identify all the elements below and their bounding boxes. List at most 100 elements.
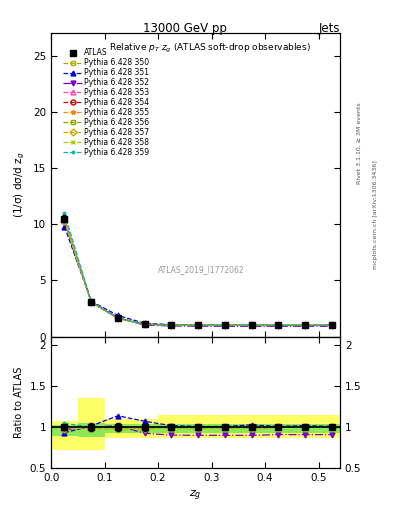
Line: Pythia 6.428 354: Pythia 6.428 354 [62,216,334,328]
Pythia 6.428 350 [276,322,281,328]
Pythia 6.428 358 [89,299,94,305]
Y-axis label: (1/σ) dσ/d z$_g$: (1/σ) dσ/d z$_g$ [13,152,28,218]
Text: mcplots.cern.ch [arXiv:1306.3436]: mcplots.cern.ch [arXiv:1306.3436] [373,161,378,269]
Line: Pythia 6.428 351: Pythia 6.428 351 [62,224,334,328]
Pythia 6.428 352 [222,323,227,329]
Y-axis label: Ratio to ATLAS: Ratio to ATLAS [14,367,24,438]
Pythia 6.428 356 [89,299,94,305]
Line: Pythia 6.428 353: Pythia 6.428 353 [62,219,334,328]
Pythia 6.428 357 [116,315,120,322]
Pythia 6.428 351 [303,322,308,328]
Pythia 6.428 352 [62,219,67,225]
Pythia 6.428 354 [276,322,281,328]
Pythia 6.428 354 [116,315,120,321]
Pythia 6.428 356 [116,315,120,322]
Pythia 6.428 350 [116,315,120,322]
Pythia 6.428 354 [196,322,200,328]
Pythia 6.428 351 [249,322,254,328]
Pythia 6.428 352 [142,322,147,328]
Text: 13000 GeV pp: 13000 GeV pp [143,22,227,34]
Pythia 6.428 358 [249,322,254,328]
Pythia 6.428 351 [222,322,227,328]
Pythia 6.428 357 [276,322,281,328]
Line: Pythia 6.428 350: Pythia 6.428 350 [62,216,334,328]
Pythia 6.428 353 [303,322,308,328]
Pythia 6.428 351 [142,321,147,327]
Pythia 6.428 356 [196,322,200,328]
Line: Pythia 6.428 352: Pythia 6.428 352 [62,220,334,329]
Pythia 6.428 358 [116,315,120,322]
Line: Pythia 6.428 355: Pythia 6.428 355 [62,217,334,328]
Pythia 6.428 355 [276,322,281,328]
Pythia 6.428 358 [196,322,200,328]
Pythia 6.428 354 [62,216,67,222]
Pythia 6.428 359 [222,322,227,328]
Pythia 6.428 353 [330,322,334,328]
Pythia 6.428 357 [142,322,147,328]
Pythia 6.428 352 [169,323,174,329]
Pythia 6.428 352 [276,323,281,329]
Pythia 6.428 355 [169,322,174,328]
Pythia 6.428 359 [196,322,200,328]
Pythia 6.428 357 [249,322,254,328]
Pythia 6.428 355 [249,322,254,328]
Pythia 6.428 358 [276,322,281,328]
Pythia 6.428 358 [62,217,67,223]
Pythia 6.428 359 [249,322,254,328]
Pythia 6.428 359 [169,322,174,328]
Pythia 6.428 355 [142,322,147,328]
Pythia 6.428 350 [169,322,174,328]
Pythia 6.428 351 [62,223,67,229]
Pythia 6.428 350 [303,322,308,328]
X-axis label: $z_g$: $z_g$ [189,489,202,503]
Pythia 6.428 353 [249,322,254,328]
Pythia 6.428 355 [222,322,227,328]
Pythia 6.428 354 [303,322,308,328]
Legend: ATLAS, Pythia 6.428 350, Pythia 6.428 351, Pythia 6.428 352, Pythia 6.428 353, P: ATLAS, Pythia 6.428 350, Pythia 6.428 35… [61,46,152,159]
Pythia 6.428 359 [330,322,334,328]
Pythia 6.428 358 [303,322,308,328]
Pythia 6.428 359 [89,298,94,305]
Pythia 6.428 355 [62,217,67,223]
Pythia 6.428 352 [303,323,308,329]
Pythia 6.428 354 [330,322,334,328]
Pythia 6.428 356 [62,216,67,222]
Pythia 6.428 359 [62,210,67,216]
Pythia 6.428 350 [89,300,94,306]
Text: Jets: Jets [318,22,340,34]
Line: Pythia 6.428 359: Pythia 6.428 359 [62,210,334,328]
Pythia 6.428 354 [142,321,147,327]
Pythia 6.428 356 [222,322,227,328]
Pythia 6.428 359 [116,315,120,321]
Pythia 6.428 357 [169,322,174,328]
Pythia 6.428 351 [89,298,94,304]
Pythia 6.428 358 [330,322,334,328]
Line: Pythia 6.428 358: Pythia 6.428 358 [62,217,334,328]
Pythia 6.428 350 [330,322,334,328]
Pythia 6.428 359 [142,321,147,327]
Pythia 6.428 352 [89,298,94,305]
Pythia 6.428 350 [196,322,200,328]
Pythia 6.428 356 [303,322,308,328]
Pythia 6.428 355 [116,315,120,321]
Pythia 6.428 351 [330,322,334,328]
Pythia 6.428 353 [142,322,147,328]
Text: Relative $p_{T}$ $z_{g}$ (ATLAS soft-drop observables): Relative $p_{T}$ $z_{g}$ (ATLAS soft-dro… [109,42,311,55]
Line: Pythia 6.428 357: Pythia 6.428 357 [62,219,334,328]
Pythia 6.428 351 [169,322,174,328]
Pythia 6.428 356 [142,322,147,328]
Pythia 6.428 352 [196,323,200,329]
Pythia 6.428 357 [222,322,227,328]
Pythia 6.428 357 [196,322,200,328]
Pythia 6.428 357 [330,322,334,328]
Pythia 6.428 357 [89,299,94,305]
Pythia 6.428 356 [249,322,254,328]
Pythia 6.428 353 [62,218,67,224]
Pythia 6.428 356 [169,322,174,328]
Pythia 6.428 353 [276,322,281,328]
Pythia 6.428 354 [169,322,174,328]
Pythia 6.428 355 [330,322,334,328]
Pythia 6.428 353 [196,322,200,328]
Text: ATLAS_2019_I1772062: ATLAS_2019_I1772062 [158,265,244,274]
Pythia 6.428 353 [89,299,94,305]
